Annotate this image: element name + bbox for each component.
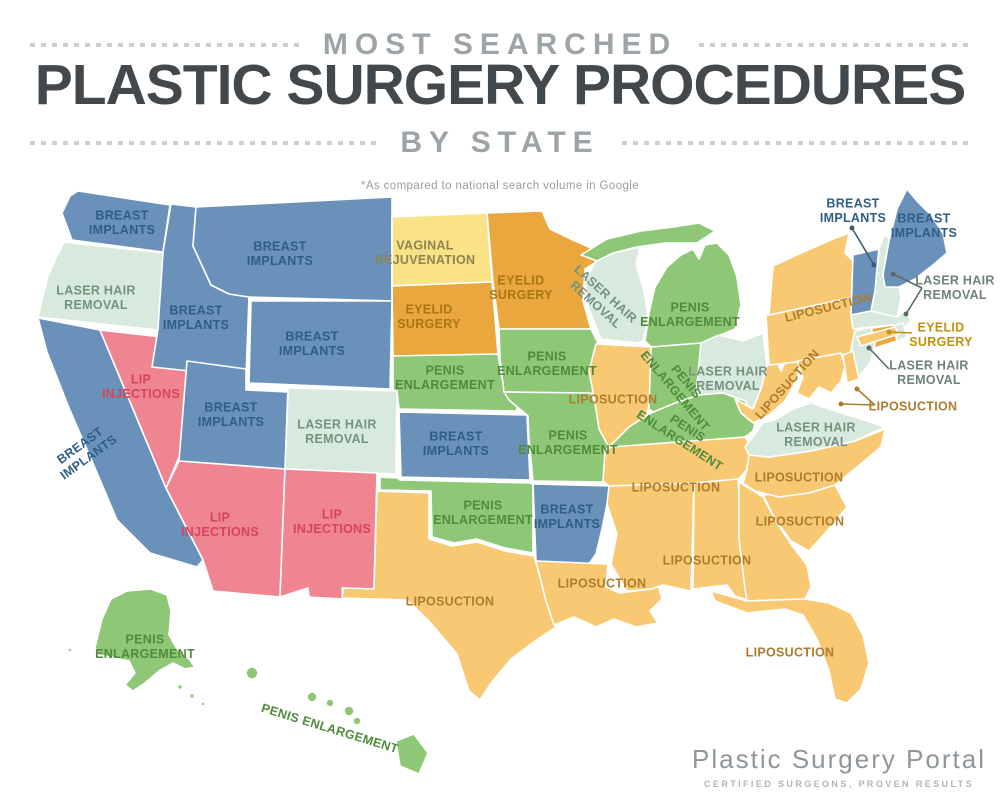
- callout-dot-VT: [871, 262, 877, 268]
- map-label-LA: LIPOSUCTION: [558, 577, 647, 591]
- callout-dot-MD-DE: [854, 386, 860, 392]
- dashed-rule-right-2: [621, 141, 971, 145]
- map-label-OK: PENIS ENLARGEMENT: [433, 498, 533, 527]
- map-label-MT: BREAST IMPLANTS: [247, 239, 313, 268]
- state-AK-island: [67, 647, 73, 653]
- map-label-KS: BREAST IMPLANTS: [423, 429, 489, 458]
- map-label-NE: PENIS ENLARGEMENT: [395, 363, 495, 392]
- state-MI-part: [580, 222, 716, 262]
- state-MI: [644, 242, 742, 348]
- page-title: PLASTIC SURGERY PROCEDURES: [34, 53, 966, 117]
- callout-line-MD-DE: [840, 403, 876, 406]
- map-label-SD: EYELID SURGERY: [397, 302, 461, 331]
- callout-line-NH-MA: [892, 273, 923, 289]
- map-label-HI: PENIS ENLARGEMENT: [260, 701, 401, 756]
- state-NE: [392, 353, 518, 412]
- state-MD: [796, 352, 846, 400]
- state-WY: [248, 300, 393, 390]
- state-HI-island: [343, 705, 355, 717]
- map-label-NV: LIP INJECTIONS: [102, 372, 180, 401]
- map-label-WY: BREAST IMPLANTS: [279, 329, 345, 358]
- dashed-rule-left-2: [30, 141, 379, 145]
- state-DE: [842, 350, 860, 384]
- map-label-ND: VAGINAL REJUVENATION: [375, 238, 476, 267]
- state-HI-island: [245, 666, 259, 680]
- map-label-NM: LIP INJECTIONS: [293, 507, 371, 536]
- state-FL: [710, 590, 870, 704]
- state-ME: [882, 188, 948, 288]
- map-label-VA: LASER HAIR REMOVAL: [776, 420, 855, 449]
- callout-dot-NH-MA: [890, 271, 896, 277]
- dashed-rule-left: [30, 43, 301, 47]
- map-label-SC: LIPOSUCTION: [756, 515, 845, 529]
- footnote: *As compared to national search volume i…: [360, 180, 640, 192]
- callout-label-CT: EYELID SURGERY: [909, 320, 973, 349]
- map-label-IA: PENIS ENLARGEMENT: [497, 349, 597, 378]
- state-HI-part: [395, 733, 429, 775]
- callout-line-NH-MA: [905, 287, 923, 315]
- callout-line-MD-DE: [856, 388, 876, 406]
- callout-dot-MD-DE: [838, 401, 844, 407]
- callout-label-MD-DE: LIPOSUCTION: [869, 400, 958, 414]
- callout-label-VT: BREAST IMPLANTS: [820, 196, 886, 225]
- brand-logo: Plastic Surgery Portal CERTIFIED SURGEON…: [692, 744, 986, 789]
- state-WA: [61, 190, 171, 253]
- state-AK-island: [188, 692, 196, 700]
- callout-line-VT: [851, 227, 875, 266]
- callout-dot-NJ: [866, 345, 872, 351]
- kicker-row-top: MOST SEARCHED: [0, 28, 1000, 62]
- callout-dot-CT: [886, 329, 892, 335]
- callout-label-NH-MA: LASER HAIR REMOVAL: [915, 273, 994, 302]
- map-label-TX: LIPOSUCTION: [406, 595, 495, 609]
- map-label-AL: LIPOSUCTION: [663, 554, 752, 568]
- brand-name: Plastic Surgery Portal: [692, 744, 986, 774]
- map-label-ME: BREAST IMPLANTS: [891, 211, 957, 240]
- state-TX: [341, 490, 557, 701]
- map-label-ID: BREAST IMPLANTS: [163, 303, 229, 332]
- map-label-FL: LIPOSUCTION: [746, 646, 835, 660]
- state-MT: [192, 196, 393, 302]
- callout-dot-NH-MA: [903, 311, 909, 317]
- map-label-CO: LASER HAIR REMOVAL: [297, 417, 376, 446]
- map-label-MN: EYELID SURGERY: [489, 273, 553, 302]
- callout-line-CT: [888, 331, 913, 334]
- map-label-NC: LIPOSUCTION: [755, 471, 844, 485]
- state-LA: [535, 560, 663, 628]
- state-HI-island: [352, 716, 362, 726]
- state-HI-island: [306, 691, 318, 703]
- map-label-MO: PENIS ENLARGEMENT: [518, 428, 618, 457]
- map-label-AK: PENIS ENLARGEMENT: [95, 632, 195, 661]
- map-label-AR: BREAST IMPLANTS: [534, 502, 600, 531]
- dashed-rule-right: [699, 43, 971, 47]
- kicker-most-searched: MOST SEARCHED: [322, 28, 678, 61]
- map-label-TN: LIPOSUCTION: [632, 481, 721, 495]
- callout-dot-VT: [849, 225, 855, 231]
- state-HI-island: [325, 698, 335, 708]
- map-label-UT: BREAST IMPLANTS: [198, 400, 264, 429]
- state-OK: [379, 476, 534, 554]
- map-label-MI: PENIS ENLARGEMENT: [640, 300, 740, 329]
- state-MN: [486, 210, 608, 330]
- brand-tagline: CERTIFIED SURGEONS, PROVEN RESULTS: [704, 779, 974, 789]
- kicker-by-state: BY STATE: [400, 126, 600, 159]
- map-label-AZ: LIP INJECTIONS: [181, 510, 259, 539]
- state-CO: [284, 387, 398, 475]
- map-label-IL: LIPOSUCTION: [569, 393, 658, 407]
- callout-line-NJ: [868, 347, 890, 370]
- map-label-OR: LASER HAIR REMOVAL: [56, 283, 135, 312]
- state-KS: [398, 411, 531, 481]
- kicker-row-bottom: BY STATE: [0, 126, 1000, 160]
- state-MS: [606, 482, 695, 592]
- callout-label-NJ: LASER HAIR REMOVAL: [889, 358, 968, 387]
- state-AK-island: [200, 701, 206, 707]
- state-AK-island: [176, 683, 184, 691]
- map-label-WA: BREAST IMPLANTS: [89, 208, 155, 237]
- state-AK: [94, 588, 196, 692]
- map-label-OH: LASER HAIR REMOVAL: [688, 364, 767, 393]
- state-VA: [744, 402, 886, 458]
